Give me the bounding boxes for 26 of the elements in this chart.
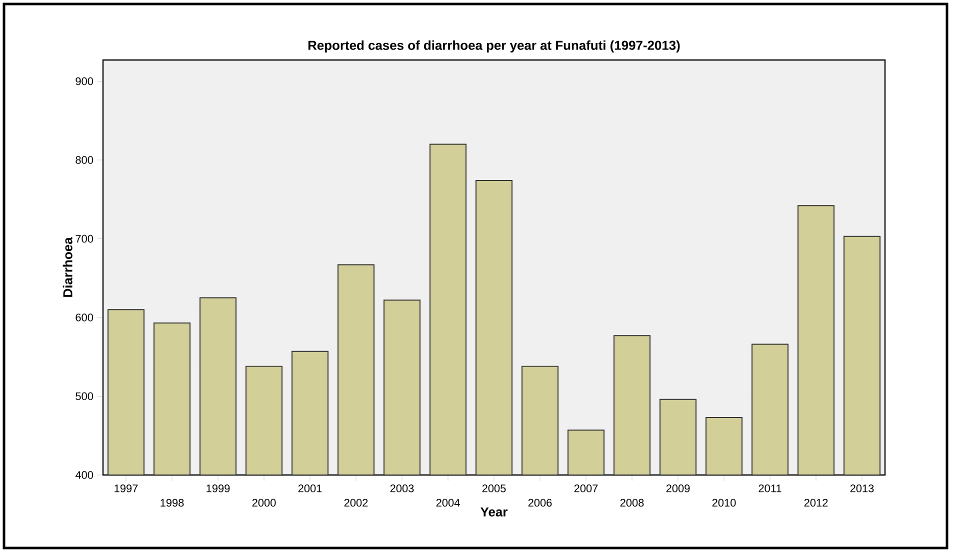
x-tick-label: 1997 (114, 484, 138, 492)
x-tick-label: 2007 (574, 484, 598, 492)
x-tick-label: 2003 (390, 484, 414, 492)
x-tick-label: 2000 (252, 498, 276, 507)
x-tick-label: 2002 (344, 498, 368, 507)
x-axis-title: Year (480, 507, 508, 517)
x-tick-label: 2009 (666, 484, 690, 492)
x-tick-label: 2005 (482, 484, 506, 492)
x-tick-label: 1998 (160, 498, 184, 507)
y-tick-label: 500 (76, 392, 94, 400)
x-tick-label: 2006 (528, 498, 552, 507)
x-tick-label: 1999 (206, 484, 230, 492)
chart-title: Reported cases of diarrhoea per year at Funafuti (1997-2013) (308, 40, 680, 52)
x-tick-label: 2004 (436, 498, 460, 507)
x-tick-label: 2010 (712, 498, 736, 507)
x-tick-label: 2012 (804, 498, 828, 507)
y-tick-label: 800 (76, 156, 94, 164)
y-tick-label: 600 (76, 314, 94, 322)
y-tick-label: 400 (75, 471, 94, 479)
x-tick-label: 2013 (850, 484, 874, 492)
y-axis-title: Diarrhoea (62, 237, 72, 297)
x-tick-label: 2001 (298, 484, 322, 492)
y-tick-label: 700 (76, 234, 94, 243)
x-tick-label: 2011 (758, 484, 782, 492)
y-tick-label: 900 (76, 77, 94, 86)
x-tick-label: 2008 (620, 498, 644, 507)
